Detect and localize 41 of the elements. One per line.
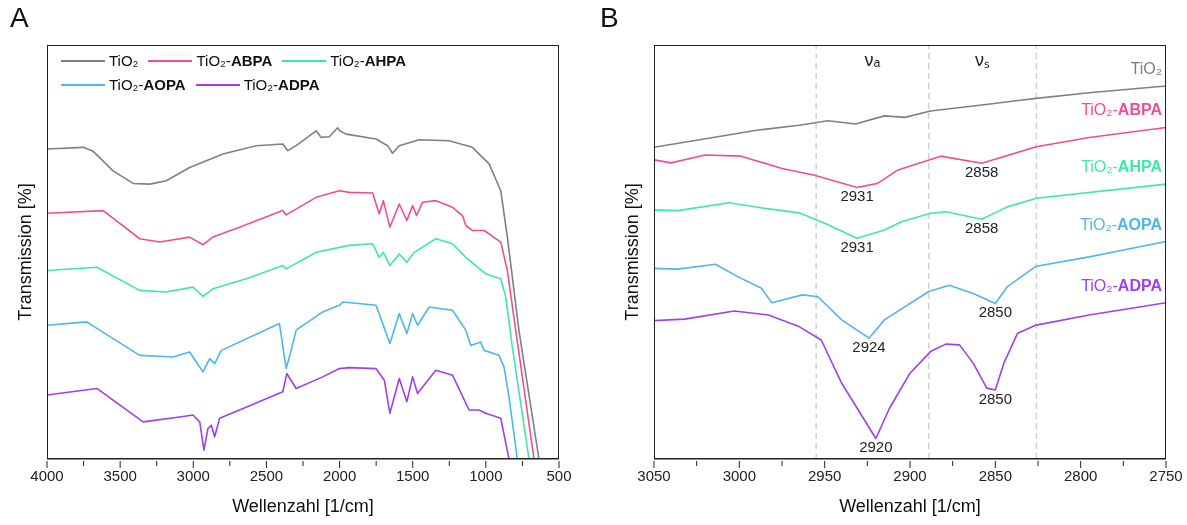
x-tick-label: 2900: [893, 467, 927, 484]
series-label: TiO₂: [1130, 60, 1162, 78]
annotation: 2924: [852, 337, 886, 355]
annotation: 2850: [978, 389, 1013, 407]
x-tick-label: 4000: [30, 467, 64, 484]
series-label: TiO₂-ABPA: [1081, 101, 1163, 119]
x-tick-label: 2950: [807, 467, 842, 484]
series-label: TiO₂-ADPA: [1081, 276, 1163, 294]
text: νₐ: [864, 49, 881, 70]
x-tick-label: 3050: [637, 467, 671, 484]
chart-title: B: [600, 2, 619, 34]
x-tick-label: 3000: [176, 467, 210, 484]
x-tick-label: 2500: [249, 467, 284, 484]
annotation: 2858: [964, 218, 999, 236]
annotation: 2920: [859, 438, 893, 456]
x-tick-label: 2850: [978, 467, 1013, 484]
annotation: 2931: [840, 237, 874, 255]
annotation: 2858: [964, 162, 999, 180]
x-axis-title: Wellenzahl [1/cm]: [839, 496, 981, 516]
legend-label: TiO₂-ABPA: [196, 51, 273, 71]
text: νₛ: [975, 49, 991, 70]
x-axis-title: Wellenzahl [1/cm]: [232, 496, 374, 516]
annotation: 2931: [840, 187, 874, 205]
x-tick-label: 2750: [1149, 467, 1183, 484]
annotation: 2850: [978, 303, 1013, 321]
x-tick-label: 2800: [1063, 467, 1098, 484]
x-tick-label: 500: [546, 467, 572, 484]
x-tick-label: 2000: [322, 467, 357, 484]
y-axis-title: Transmission [%]: [621, 183, 643, 321]
x-tick-label: 1500: [396, 467, 430, 484]
legend-label: TiO₂: [109, 51, 139, 71]
x-tick-label: 3500: [103, 467, 137, 484]
legend-label: TiO₂-AOPA: [109, 75, 186, 95]
legend-label: TiO₂-ADPA: [243, 75, 320, 95]
series-label: TiO₂-AOPA: [1080, 215, 1163, 233]
x-tick-label: 3000: [722, 467, 757, 484]
series-label: TiO₂-AHPA: [1081, 158, 1163, 176]
legend-label: TiO₂-AHPA: [330, 51, 407, 71]
y-axis-title: Transmission [%]: [14, 183, 36, 321]
x-tick-label: 1000: [469, 467, 503, 484]
chart-title: A: [10, 2, 29, 34]
